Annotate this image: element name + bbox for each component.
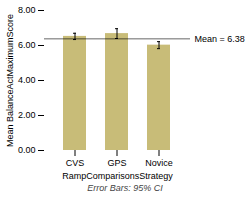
svg-text:RampComparisonsStrategy: RampComparisonsStrategy [62,171,173,181]
svg-text:Novice: Novice [145,158,173,168]
svg-text:Mean BalanceActMaximumScore: Mean BalanceActMaximumScore [5,14,15,147]
svg-text:CVS: CVS [66,158,85,168]
svg-text:GPS: GPS [107,158,126,168]
svg-text:8.00: 8.00 [18,5,36,15]
svg-text:2.00: 2.00 [18,110,36,120]
html-text:Error Bars: 95% CI: Error Bars: 95% CI [87,183,163,193]
svg-text:6.00: 6.00 [18,40,36,50]
svg-text:0.00: 0.00 [18,145,36,155]
svg-text:Mean = 6.38: Mean = 6.38 [195,34,245,44]
svg-text:4.00: 4.00 [18,75,36,85]
